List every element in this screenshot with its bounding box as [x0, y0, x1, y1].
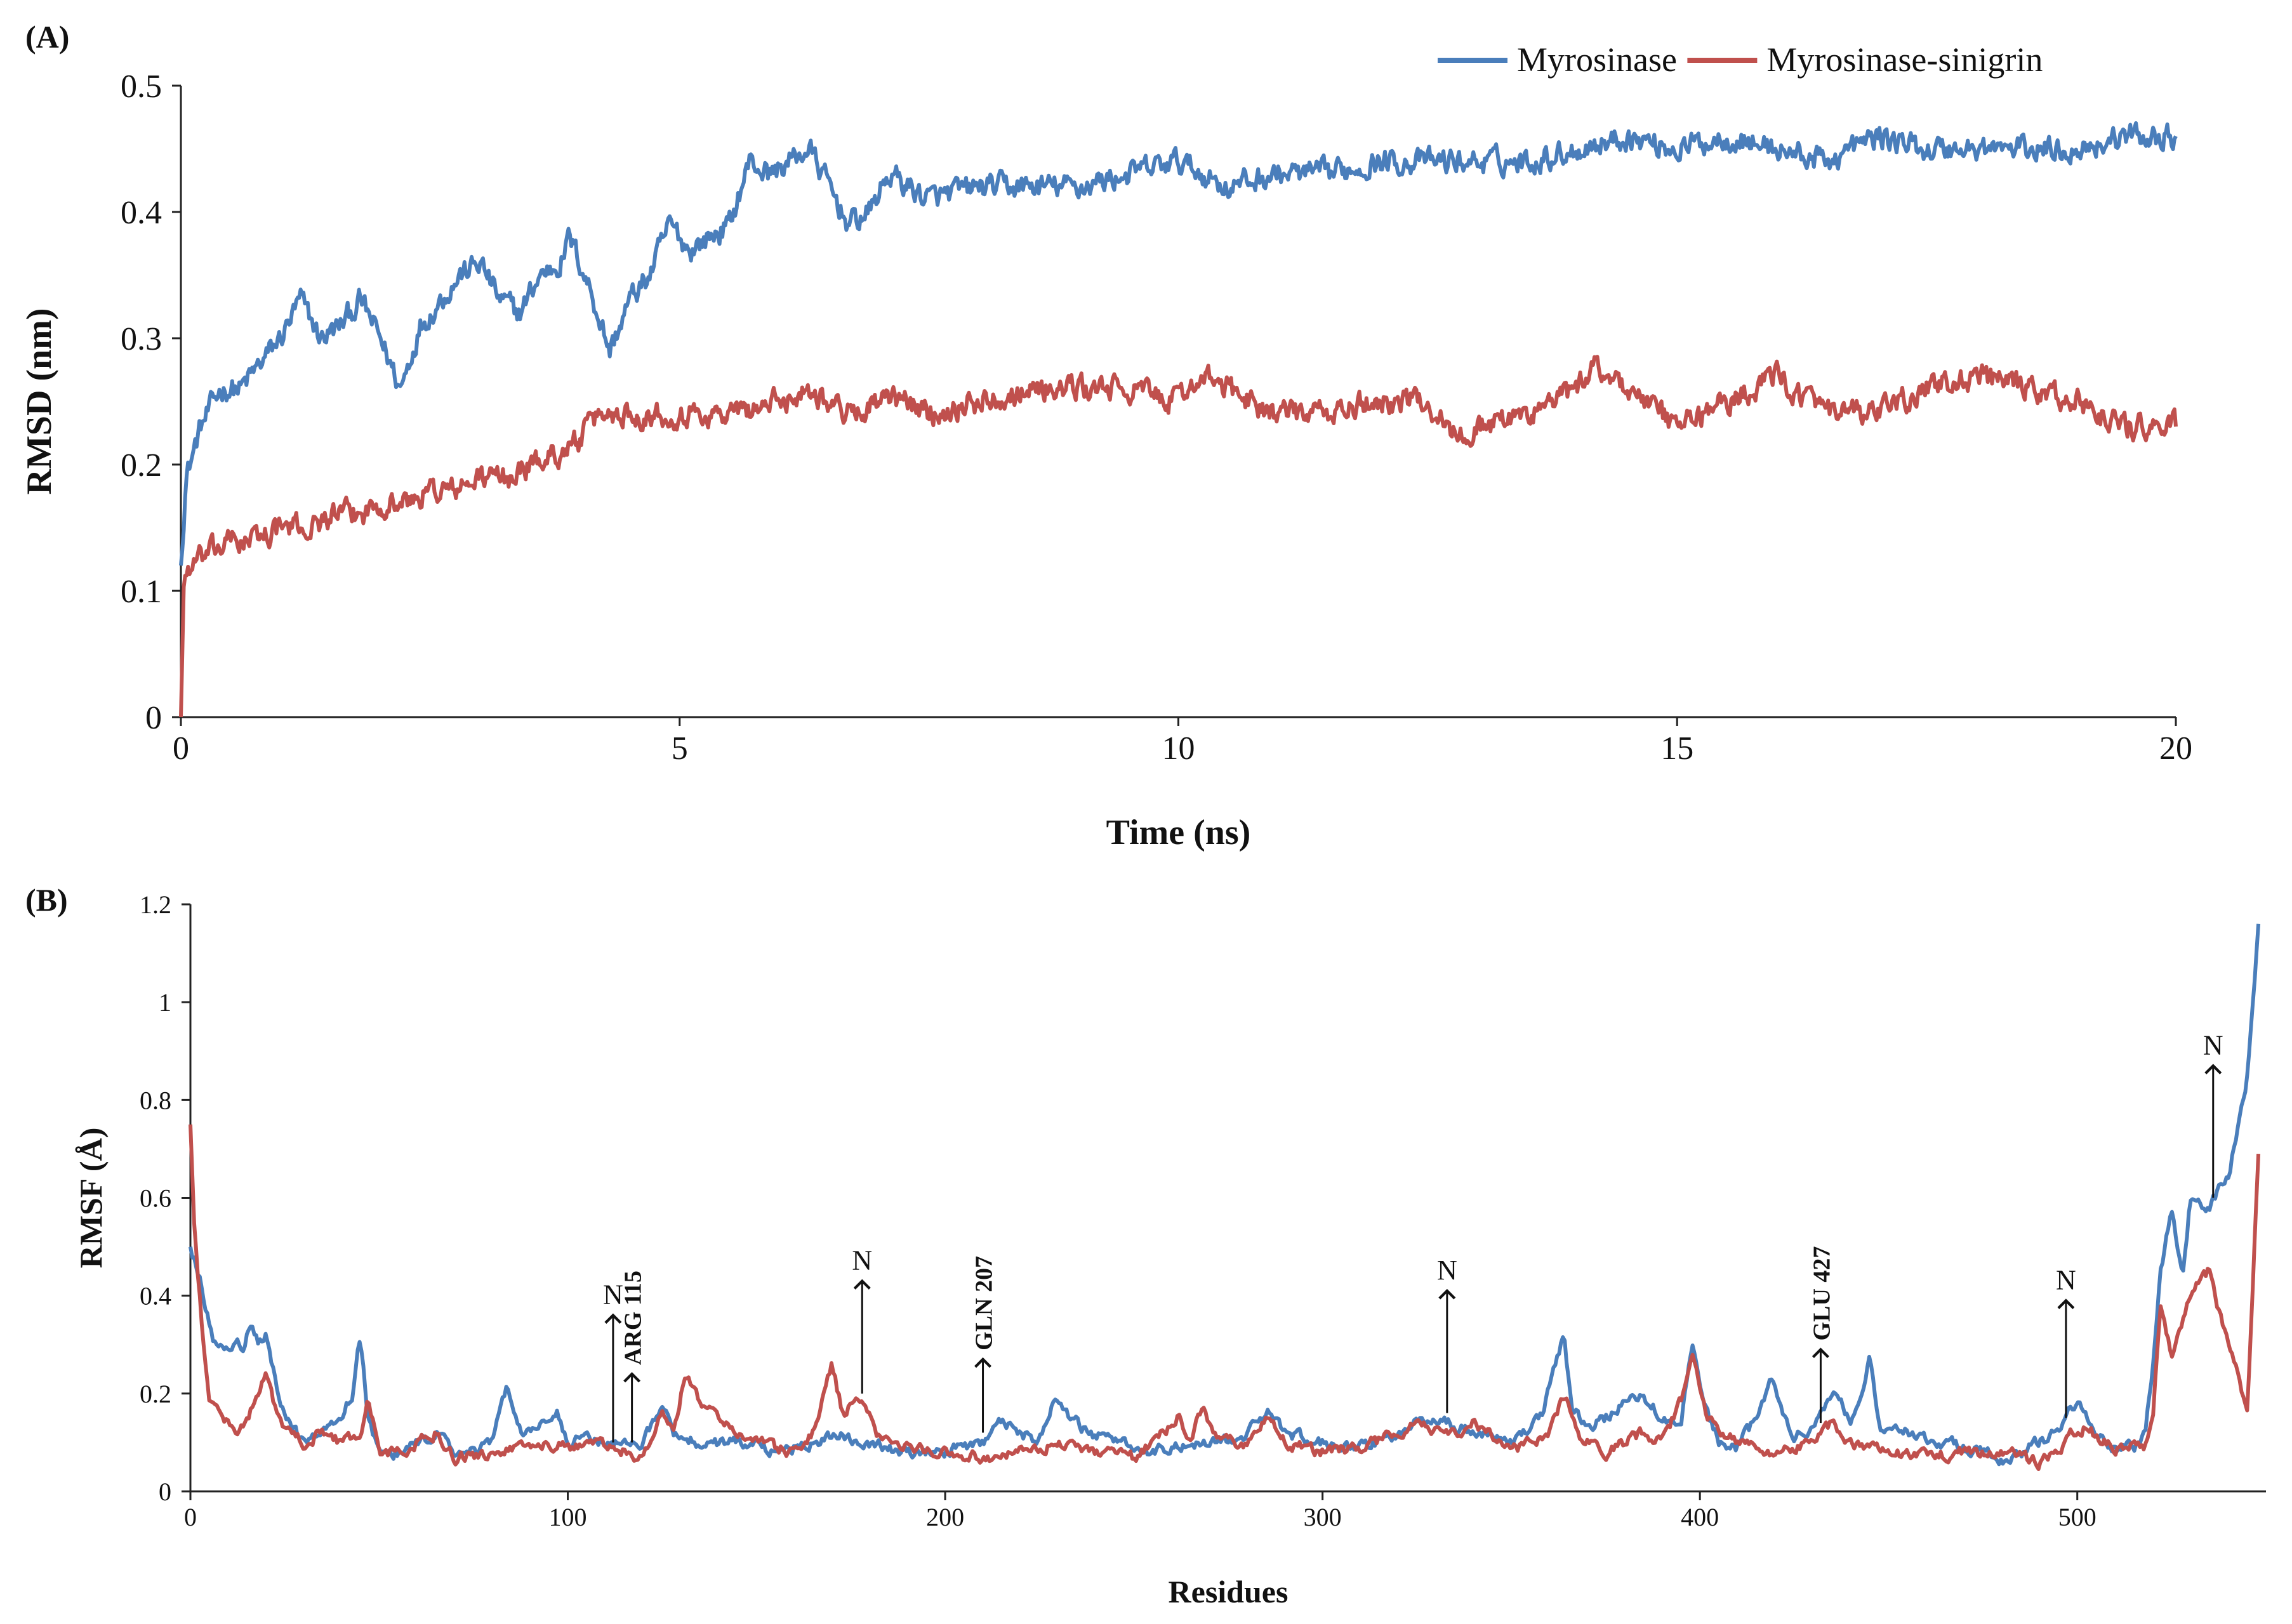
x-tick-label: 0	[184, 1503, 197, 1531]
x-axis-title: Time (ns)	[1106, 813, 1251, 852]
y-tick-label: 0.5	[121, 69, 162, 105]
y-axis-title: RMSD (nm)	[20, 308, 59, 495]
annotation-label: ARG 115	[620, 1271, 647, 1365]
x-tick-label: 400	[1681, 1503, 1719, 1531]
annotation-label: N	[2203, 1029, 2223, 1060]
x-axis-title: Residues	[1169, 1574, 1288, 1609]
x-tick-label: 5	[672, 730, 688, 767]
annotation-label: GLU 427	[1808, 1246, 1835, 1341]
annotation-label: N	[603, 1279, 623, 1310]
annotation-label: GLN 207	[971, 1256, 998, 1350]
y-tick-label: 0	[159, 1477, 171, 1506]
y-tick-label: 1	[159, 988, 171, 1017]
legend-entry: Myrosinase	[1517, 41, 1677, 79]
y-tick-label: 0.3	[121, 321, 162, 357]
y-tick-label: 0.1	[121, 574, 162, 610]
y-tick-label: 1.2	[140, 890, 171, 919]
panel-label: (A)	[25, 19, 69, 55]
x-tick-label: 100	[549, 1503, 587, 1531]
x-tick-label: 300	[1304, 1503, 1342, 1531]
y-tick-label: 0.6	[140, 1184, 171, 1213]
annotation-label: N	[2056, 1264, 2076, 1295]
x-tick-label: 0	[173, 730, 189, 767]
panel-b: (B) 0 0.2 0.4 0.6 0.8 1 1.2 0 100 200 300 400 500 Resi…	[25, 882, 2266, 1609]
x-tick-label: 20	[2159, 730, 2192, 767]
panel-a: (A) 0 0.1 0.2 0.3 0.4 0.5 0 5 10 15 20 Time (ns) RMSD…	[20, 19, 2192, 852]
x-tick-label: 500	[2058, 1503, 2097, 1531]
panel-label: (B)	[25, 882, 68, 918]
x-tick-label: 10	[1162, 730, 1195, 767]
y-tick-label: 0.2	[121, 447, 162, 484]
y-tick-label: 0.8	[140, 1086, 171, 1114]
annotation-label: N	[1437, 1255, 1457, 1286]
y-tick-label: 0.2	[140, 1380, 171, 1408]
y-axis-title: RMSF (Å)	[73, 1128, 109, 1269]
y-tick-label: 0.4	[140, 1282, 171, 1310]
series-line-myrosinase-sinigrin	[179, 355, 2178, 718]
series-line-myrosinase	[179, 121, 2178, 566]
x-tick-label: 200	[926, 1503, 964, 1531]
series-line-myrosinase-sinigrin	[189, 1124, 2261, 1471]
x-tick-label: 15	[1660, 730, 1693, 767]
y-tick-label: 0.4	[121, 195, 162, 231]
legend-entry: Myrosinase-sinigrin	[1766, 41, 2043, 79]
annotation-label: N	[852, 1245, 872, 1276]
y-tick-label: 0	[145, 700, 162, 736]
